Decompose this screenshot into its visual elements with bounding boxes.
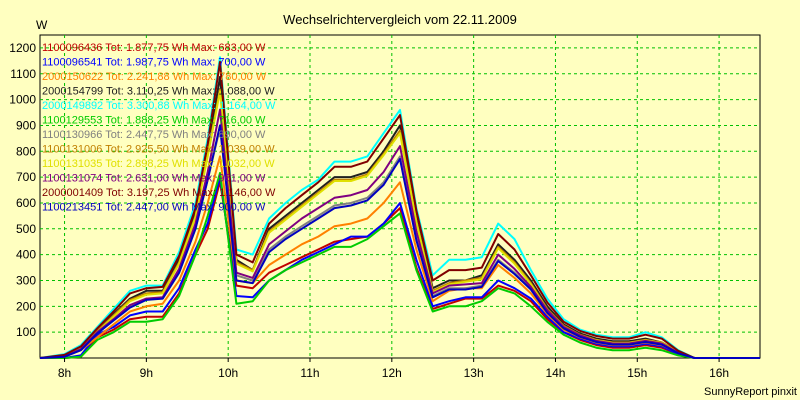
series-line-6: [40, 172, 760, 359]
series-line-2: [40, 176, 760, 359]
y-tick-label: 1000: [9, 93, 36, 107]
legend-entry-12: 1100213451 Tot: 2.447,00 Wh Max: 900,00 …: [42, 202, 266, 214]
x-tick-label: 12h: [382, 366, 402, 380]
chart-title: Wechselrichtervergleich vom 22.11.2009: [283, 12, 517, 27]
legend-entry-8: 1100131006 Tot: 2.925,50 Wh Max: 1.039,0…: [42, 144, 275, 156]
y-tick-label: 100: [16, 325, 36, 339]
y-tick-label: 800: [16, 144, 36, 158]
legend-entry-5: 2000149892 Tot: 3.300,88 Wh Max: 1.164,0…: [42, 100, 276, 112]
y-tick-label: 600: [16, 196, 36, 210]
y-tick-label: 300: [16, 273, 36, 287]
x-tick-label: 11h: [300, 366, 319, 380]
series-line-11: [39, 60, 760, 359]
legend-entry-1: 1100096436 Tot: 1.877,75 Wh Max: 683,00 …: [42, 42, 266, 54]
x-tick-label: 8h: [58, 366, 71, 380]
legend: 1100096436 Tot: 1.877,75 Wh Max: 683,00 …: [42, 42, 276, 214]
y-tick-label: 1200: [9, 41, 36, 55]
x-tick-label: 13h: [464, 366, 484, 380]
legend-entry-9: 1100131035 Tot: 2.898,25 Wh Max: 1.032,0…: [42, 158, 275, 170]
legend-entry-11: 2000001409 Tot: 3.197,25 Wh Max: 1.146,0…: [42, 187, 276, 199]
x-tick-label: 15h: [627, 366, 647, 380]
legend-entry-2: 1100096541 Tot: 1.987,75 Wh Max: 700,00 …: [42, 57, 266, 69]
y-tick-label: 1100: [10, 67, 36, 81]
x-tick-label: 14h: [545, 366, 565, 380]
footer-credit: SunnyReport pinxit: [704, 386, 797, 398]
series-line-12: [39, 124, 760, 359]
x-tick-label: 9h: [140, 366, 153, 380]
y-tick-label: 200: [16, 299, 36, 313]
y-tick-label: 700: [16, 170, 36, 184]
legend-entry-6: 1100129553 Tot: 1.888,25 Wh Max: 716,00 …: [42, 115, 266, 127]
x-tick-label: 16h: [709, 366, 729, 380]
y-tick-label: 400: [16, 248, 36, 262]
series-line-10: [39, 108, 760, 359]
y-axis-label: W: [36, 18, 48, 32]
legend-entry-4: 2000154799 Tot: 3.110,25 Wh Max: 1.088,0…: [42, 86, 275, 98]
legend-entry-7: 1100130966 Tot: 2.447,75 Wh Max: 890,00 …: [42, 129, 266, 141]
legend-entry-3: 2000150622 Tot: 2.241,88 Wh Max: 780,00 …: [42, 71, 267, 83]
series-line-1: [40, 180, 760, 359]
y-tick-label: 900: [16, 118, 36, 132]
y-tick-label: 500: [16, 222, 36, 236]
x-tick-label: 10h: [218, 366, 238, 380]
series-lines: [39, 56, 760, 359]
axes: 100 200 300 400 500 600 700 800 900 1000 1100 1200 8…: [9, 41, 729, 380]
legend-entry-10: 1100131074 Tot: 2.631,00 Wh Max: 961,00 …: [42, 173, 266, 185]
